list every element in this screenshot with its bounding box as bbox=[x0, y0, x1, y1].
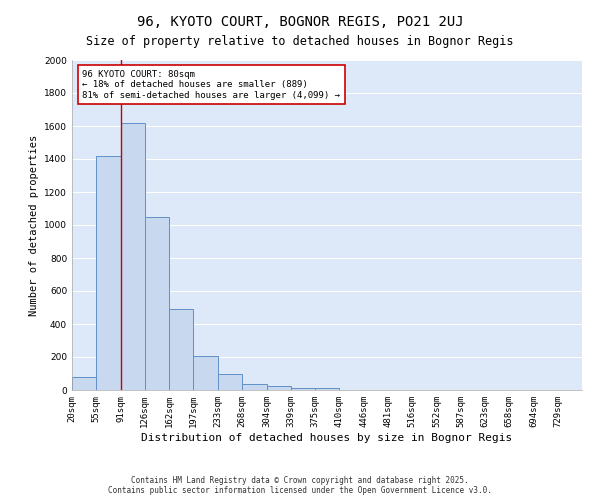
Bar bbox=[72, 377, 96, 390]
X-axis label: Distribution of detached houses by size in Bognor Regis: Distribution of detached houses by size … bbox=[142, 432, 512, 442]
Bar bbox=[266, 386, 290, 390]
Bar bbox=[316, 388, 340, 390]
Bar bbox=[193, 356, 218, 390]
Text: 96 KYOTO COURT: 80sqm
← 18% of detached houses are smaller (889)
81% of semi-det: 96 KYOTO COURT: 80sqm ← 18% of detached … bbox=[82, 70, 340, 100]
Bar bbox=[290, 388, 316, 390]
Text: Size of property relative to detached houses in Bognor Regis: Size of property relative to detached ho… bbox=[86, 35, 514, 48]
Bar bbox=[169, 309, 193, 390]
Bar bbox=[242, 384, 266, 390]
Text: 96, KYOTO COURT, BOGNOR REGIS, PO21 2UJ: 96, KYOTO COURT, BOGNOR REGIS, PO21 2UJ bbox=[137, 15, 463, 29]
Y-axis label: Number of detached properties: Number of detached properties bbox=[29, 134, 38, 316]
Bar bbox=[96, 156, 121, 390]
Text: Contains HM Land Registry data © Crown copyright and database right 2025.
Contai: Contains HM Land Registry data © Crown c… bbox=[108, 476, 492, 495]
Bar bbox=[121, 122, 145, 390]
Bar bbox=[145, 217, 169, 390]
Bar bbox=[218, 374, 242, 390]
